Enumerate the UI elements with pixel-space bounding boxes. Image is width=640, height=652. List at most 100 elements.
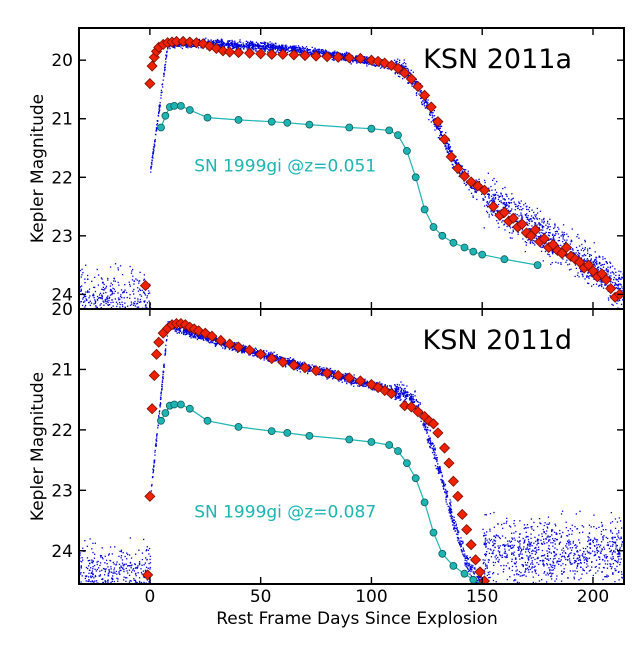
raw-point — [293, 45, 296, 47]
raw-point — [535, 572, 537, 575]
raw-point — [393, 59, 396, 61]
raw-point — [165, 348, 167, 350]
raw-point — [548, 559, 550, 561]
raw-point — [554, 234, 556, 236]
raw-point — [423, 103, 425, 105]
raw-point — [137, 290, 140, 292]
raw-point — [558, 236, 560, 239]
raw-point — [113, 569, 115, 571]
raw-point — [437, 128, 439, 130]
raw-point — [314, 47, 316, 49]
raw-point — [514, 525, 516, 527]
raw-point — [142, 576, 145, 578]
raw-point — [537, 212, 539, 214]
raw-point — [282, 47, 284, 49]
raw-point — [284, 46, 286, 48]
raw-point — [594, 259, 596, 261]
raw-point — [87, 278, 89, 280]
raw-point — [315, 49, 317, 52]
raw-point — [402, 78, 404, 80]
raw-point — [415, 81, 417, 83]
binned-point — [405, 73, 417, 85]
raw-point — [529, 544, 532, 546]
raw-point — [503, 568, 505, 570]
raw-point — [501, 554, 503, 556]
raw-point — [158, 105, 161, 107]
raw-point — [238, 44, 240, 46]
raw-point — [275, 356, 277, 358]
raw-point — [228, 46, 230, 48]
raw-point — [125, 567, 127, 570]
raw-point — [411, 396, 413, 398]
raw-point — [436, 128, 438, 130]
raw-point — [581, 271, 583, 273]
raw-point — [610, 281, 612, 283]
template-point — [267, 117, 276, 126]
raw-point — [184, 44, 186, 46]
raw-point — [106, 298, 108, 300]
raw-point — [487, 172, 489, 174]
raw-point — [416, 92, 418, 94]
raw-point — [528, 220, 530, 222]
raw-point — [445, 132, 447, 134]
raw-point — [342, 57, 344, 60]
raw-point — [598, 255, 600, 257]
raw-point — [606, 271, 608, 273]
raw-point — [126, 558, 128, 560]
raw-point — [288, 358, 290, 360]
raw-point — [404, 65, 406, 68]
raw-point — [565, 241, 567, 243]
raw-point — [260, 47, 262, 49]
raw-point — [541, 219, 543, 221]
raw-point — [160, 97, 162, 99]
raw-point — [455, 525, 457, 527]
raw-point — [529, 241, 531, 243]
raw-point — [525, 244, 527, 246]
raw-point — [269, 49, 271, 51]
raw-point — [598, 285, 600, 287]
raw-point — [173, 328, 175, 330]
raw-point — [618, 274, 620, 276]
raw-point — [143, 301, 146, 303]
raw-point — [529, 543, 531, 545]
raw-point — [599, 267, 602, 270]
raw-point — [246, 44, 249, 46]
raw-point — [252, 42, 254, 44]
raw-point — [604, 284, 607, 286]
raw-point — [489, 200, 491, 202]
raw-point — [601, 283, 603, 286]
raw-point — [411, 85, 413, 87]
raw-point — [544, 232, 546, 234]
raw-point — [455, 160, 457, 162]
raw-point — [493, 511, 495, 514]
raw-point — [543, 217, 545, 220]
raw-point — [119, 295, 122, 298]
raw-point — [566, 233, 568, 235]
raw-point — [96, 298, 99, 301]
raw-point — [143, 278, 146, 280]
raw-point — [564, 239, 566, 241]
raw-point — [444, 483, 447, 486]
raw-point — [438, 128, 440, 130]
raw-point — [531, 552, 533, 555]
raw-point — [265, 47, 267, 49]
raw-point — [569, 560, 571, 562]
raw-point — [432, 115, 434, 117]
raw-point — [492, 551, 494, 553]
raw-point — [525, 551, 527, 553]
raw-point — [364, 60, 366, 62]
raw-point — [333, 52, 335, 55]
raw-point — [614, 268, 616, 270]
raw-point — [234, 46, 236, 48]
raw-point — [262, 46, 264, 48]
raw-point — [317, 50, 319, 53]
raw-point — [309, 370, 311, 372]
raw-point — [292, 47, 294, 49]
raw-point — [578, 276, 580, 278]
raw-point — [578, 559, 580, 561]
raw-point — [614, 518, 617, 520]
raw-point — [575, 252, 577, 254]
raw-point — [426, 101, 428, 103]
raw-point — [301, 52, 303, 54]
raw-point — [150, 166, 152, 168]
